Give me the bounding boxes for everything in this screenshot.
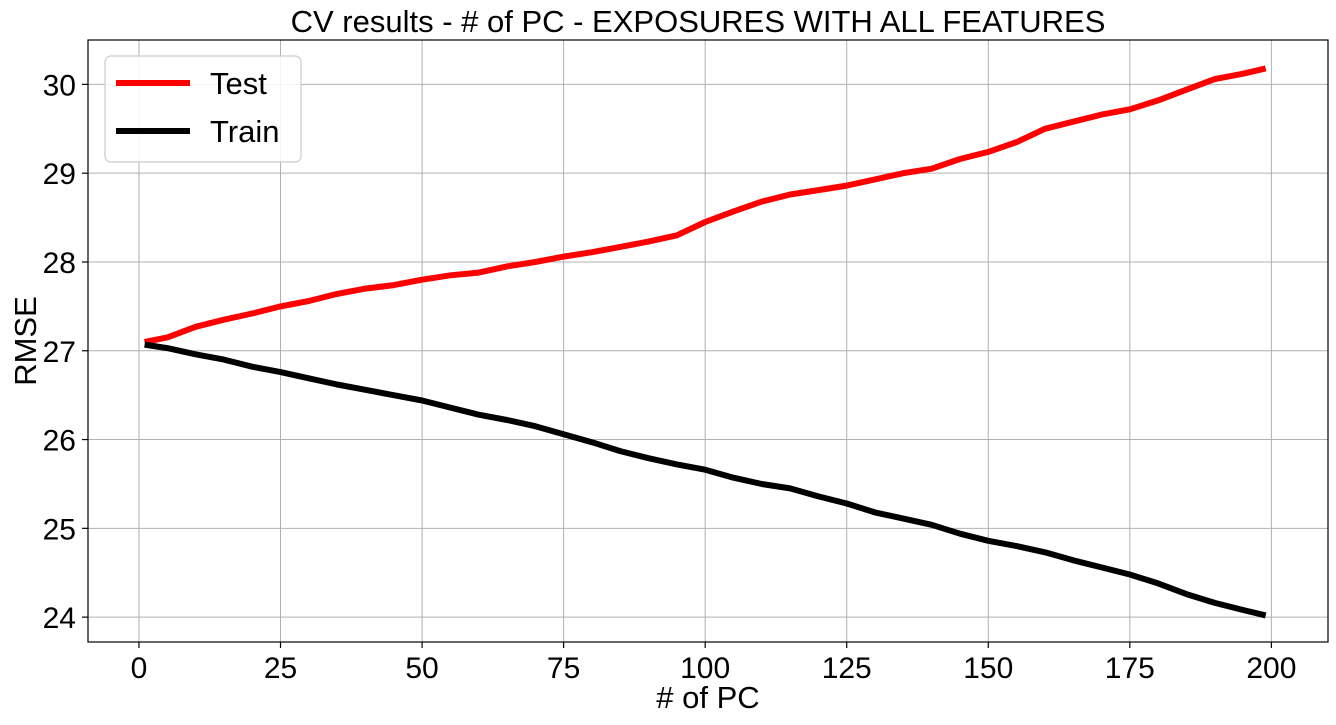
chart-title: CV results - # of PC - EXPOSURES WITH AL… [291, 4, 1106, 39]
grid [88, 40, 1328, 642]
x-axis-label: # of PC [656, 680, 759, 715]
y-tick-label: 29 [43, 158, 76, 191]
y-axis-ticks: 24 25 26 27 28 29 30 [43, 69, 88, 635]
series-layer [144, 65, 1267, 619]
x-tick-label: 125 [822, 652, 872, 685]
y-tick-label: 24 [43, 602, 76, 635]
legend: Test Train [104, 55, 302, 163]
x-tick-label: 100 [680, 652, 730, 685]
x-tick-label: 25 [264, 652, 297, 685]
x-axis-ticks: 0 25 50 75 100 125 150 175 200 [131, 642, 1296, 685]
y-tick-label: 30 [43, 69, 76, 102]
y-tick-label: 28 [43, 247, 76, 280]
y-tick-label: 27 [43, 336, 76, 369]
x-tick-label: 175 [1105, 652, 1155, 685]
legend-label-train: Train [210, 114, 279, 149]
series-line-test [144, 65, 1267, 345]
x-tick-label: 50 [405, 652, 438, 685]
plot-frame [87, 39, 1329, 643]
x-tick-label: 0 [131, 652, 148, 685]
series-line-train [144, 341, 1267, 619]
y-tick-label: 26 [43, 425, 76, 458]
y-tick-label: 25 [43, 513, 76, 546]
x-tick-label: 150 [963, 652, 1013, 685]
x-tick-label: 200 [1246, 652, 1296, 685]
y-axis-label: RMSE [8, 296, 43, 386]
legend-label-test: Test [210, 66, 267, 101]
x-tick-label: 75 [547, 652, 580, 685]
